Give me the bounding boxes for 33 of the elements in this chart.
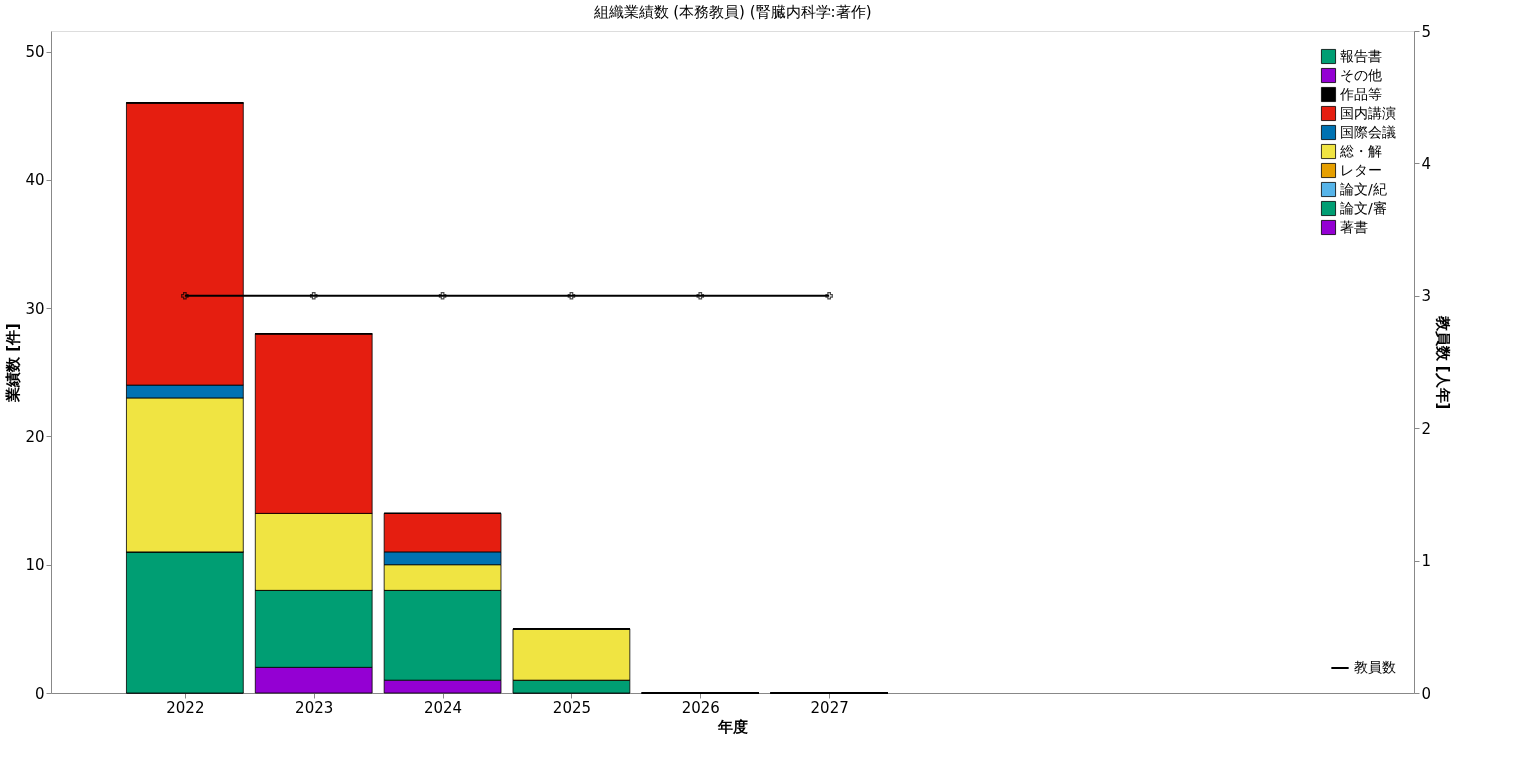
y2-tick-label: 0 [1421,684,1432,703]
y2-tick-label: 1 [1421,552,1432,571]
legend-label: 著書 [1340,218,1368,235]
legend-label: 作品等 [1339,85,1382,102]
legend-label: その他 [1340,66,1382,83]
chart-title: 組織業績数 (本務教員) (腎臓内科学:著作) [592,3,872,21]
x-tick-label: 2024 [423,698,463,717]
legend-label: 論文/審 [1340,199,1387,216]
x-tick-label: 2025 [552,698,592,717]
y2-axis-title: 教員数 [人年] [1434,314,1453,410]
y-tick-label: 40 [25,171,45,190]
legend-label: 総・解 [1339,142,1382,159]
y2-tick-label: 5 [1421,22,1432,41]
x-axis-title: 年度 [717,717,748,736]
legend-label: レター [1340,161,1382,178]
y2-tick-label: 2 [1421,419,1432,438]
y2-tick-label: 3 [1421,287,1432,306]
x-tick-label: 2027 [810,698,849,717]
legend-label: 教員数 [1354,659,1396,675]
legend-label: 報告書 [1340,47,1382,64]
y-tick-label: 20 [25,427,45,446]
y-tick-label: 0 [34,684,45,703]
legend-label: 国際会議 [1340,123,1396,140]
y-tick-label: 50 [25,43,45,62]
y-axis-title: 業績数 [件] [4,323,23,403]
y-tick-label: 10 [25,556,45,575]
x-tick-label: 2022 [166,698,205,717]
x-tick-label: 2023 [295,698,334,717]
legend-label: 論文/紀 [1340,180,1387,197]
y2-tick-label: 4 [1421,154,1432,173]
y-tick-label: 30 [25,299,45,318]
legend-label: 国内講演 [1340,104,1396,121]
x-tick-label: 2026 [681,698,720,717]
